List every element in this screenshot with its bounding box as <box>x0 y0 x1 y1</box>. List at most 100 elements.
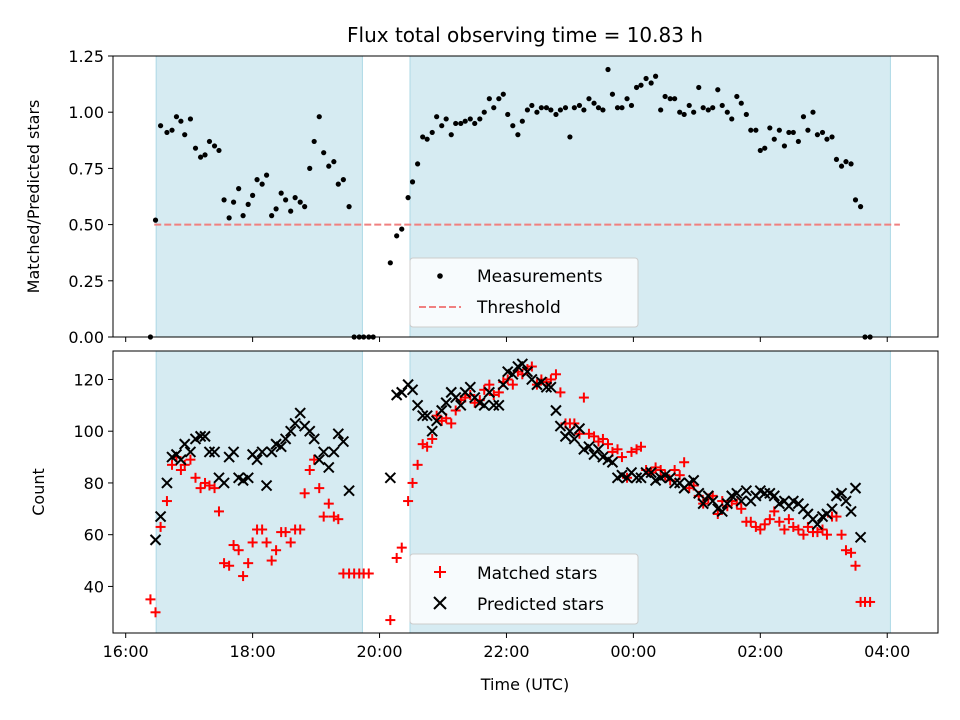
measurement-point <box>819 129 826 136</box>
measurement-point <box>738 100 744 106</box>
measurement-point <box>211 143 218 149</box>
predicted-star-point <box>328 446 340 458</box>
measurement-point <box>221 197 227 203</box>
measurement-point <box>157 123 164 129</box>
measurement-point <box>605 66 611 73</box>
measurement-point <box>743 111 749 118</box>
measurement-point <box>600 107 606 113</box>
matched-star-point <box>507 379 518 390</box>
predicted-star-point <box>436 404 448 417</box>
measurement-point <box>672 96 678 102</box>
measurement-point <box>292 195 298 201</box>
measurement-point <box>624 96 630 102</box>
predicted-star-point <box>317 446 330 458</box>
predicted-star-point <box>668 477 681 489</box>
bottom-y-ticks: 40 60 80 100 120 <box>73 370 113 596</box>
measurement-point <box>662 93 668 100</box>
top-y-axis-label: Matched/Predicted stars <box>24 100 43 294</box>
measurement-point <box>648 80 654 86</box>
predicted-star-point <box>540 381 553 393</box>
matched-star-point <box>836 529 847 540</box>
top-legend: Measurements Threshold <box>409 257 639 328</box>
predicted-star-point <box>521 365 534 378</box>
measurement-point <box>505 111 511 118</box>
measurement-point <box>771 136 777 142</box>
measurement-point <box>496 96 502 102</box>
measurement-point <box>805 127 811 133</box>
measurement-point <box>346 204 352 210</box>
measurement-point <box>477 116 483 122</box>
matched-star-point <box>161 496 172 507</box>
predicted-star-point <box>464 381 476 393</box>
top-legend-box <box>409 257 639 328</box>
predicted-star-point <box>483 386 496 399</box>
predicted-star-point <box>687 474 700 487</box>
matched-star-point <box>821 529 832 540</box>
measurement-point <box>691 109 697 115</box>
predicted-star-point <box>208 446 221 458</box>
matched-star-point <box>793 524 804 535</box>
matched-star-point <box>798 529 809 540</box>
measurement-point <box>164 129 170 136</box>
bottom-panel: 40 60 80 100 120 16:00 18:00 20:00 22:00 00:00 02… <box>29 350 939 694</box>
matched-star-point <box>679 457 690 468</box>
predicted-star-point <box>308 433 320 445</box>
bottom-axes-frame <box>112 350 939 634</box>
measurement-point <box>700 105 706 111</box>
legend-predicted-label: Predicted stars <box>477 595 604 615</box>
predicted-star-point <box>740 484 753 497</box>
legend-matched-label: Matched stars <box>477 564 597 584</box>
predicted-star-point <box>313 453 325 466</box>
matched-star-point <box>469 397 480 408</box>
predicted-star-point <box>227 446 240 458</box>
measurement-point <box>576 102 583 109</box>
matched-star-point <box>422 441 433 452</box>
matched-star-point <box>247 537 258 548</box>
measurement-point <box>677 109 683 115</box>
matched-star-point <box>407 477 418 488</box>
measurement-point <box>439 123 445 129</box>
measurement-point <box>169 127 175 133</box>
matched-star-point <box>150 607 161 618</box>
measurement-point <box>269 213 275 219</box>
measurement-point <box>311 138 317 145</box>
measurement-point <box>187 116 194 122</box>
measurement-point <box>273 206 279 212</box>
measurement-point <box>681 111 687 118</box>
predicted-star-point <box>294 407 306 419</box>
measurement-point <box>331 159 337 165</box>
predicted-star-point <box>440 397 452 409</box>
measurement-point <box>557 107 564 113</box>
predicted-star-point <box>854 531 867 543</box>
bottom-y-axis-label: Count <box>29 468 48 516</box>
legend-measurements-marker <box>437 273 443 279</box>
predicted-star-point <box>693 487 705 500</box>
predicted-star-point <box>840 495 852 507</box>
matched-star-point <box>323 498 334 509</box>
measurement-point <box>409 179 416 185</box>
measurement-point <box>152 217 159 223</box>
measurement-point <box>729 116 735 122</box>
measurement-point <box>335 181 341 187</box>
measurement-point <box>434 114 440 120</box>
matched-star-point <box>446 418 457 429</box>
predicted-star-point <box>304 425 316 437</box>
measurement-point <box>581 107 587 113</box>
predicted-star-point <box>416 409 429 422</box>
y-tick-label: 60 <box>84 526 104 545</box>
predicted-star-point <box>721 497 734 510</box>
matched-star-point <box>363 568 374 579</box>
legend-matched-marker <box>434 566 446 578</box>
measurement-point <box>786 129 792 136</box>
x-tick-label: 22:00 <box>483 642 529 661</box>
matched-star-point <box>145 594 156 605</box>
measurement-point <box>562 105 569 111</box>
measurement-point <box>529 102 535 109</box>
measurement-point <box>543 105 550 111</box>
matched-star-point <box>755 524 766 535</box>
matched-star-point <box>238 571 249 582</box>
measurement-point <box>245 201 251 207</box>
matched-star-point <box>431 410 442 421</box>
predicted-star-point <box>343 484 355 497</box>
measurement-point <box>638 82 644 88</box>
